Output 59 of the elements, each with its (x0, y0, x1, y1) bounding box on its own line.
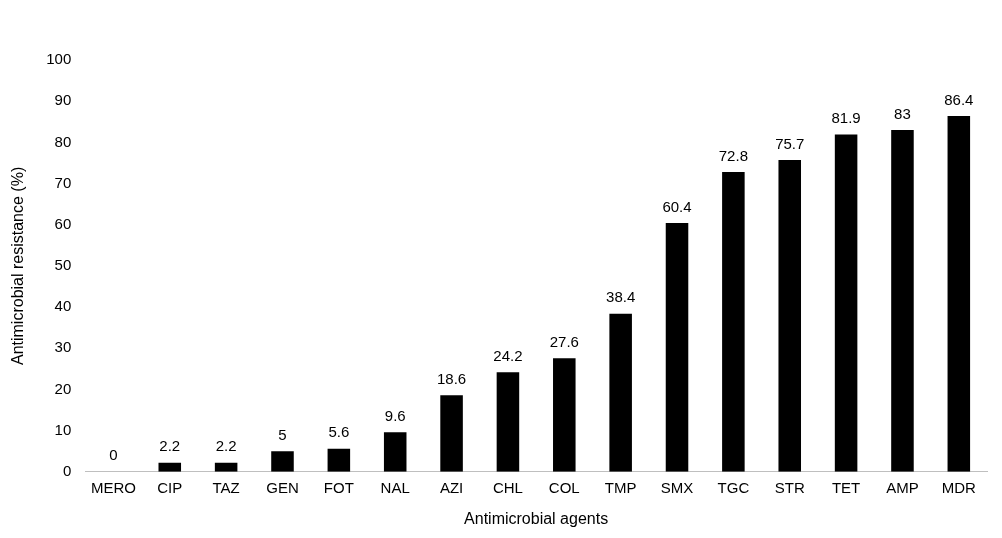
data-label: 27.6 (549, 332, 579, 350)
x-tick-label: NAL (380, 478, 410, 496)
bar (496, 372, 520, 472)
x-tick-label: COL (548, 478, 580, 496)
x-tick-label: FOT (323, 478, 354, 496)
x-axis-title: Antimicrobial agents (464, 509, 609, 527)
data-label: 2.2 (215, 437, 237, 455)
data-label: 81.9 (831, 109, 861, 127)
data-label: 86.4 (944, 90, 974, 108)
data-label: 83 (894, 104, 911, 122)
bar (891, 130, 914, 472)
x-tick-label: CHL (492, 478, 523, 496)
y-tick-label: 100 (46, 50, 72, 68)
bar (834, 134, 858, 472)
x-tick-label: SMX (660, 478, 694, 496)
bar (440, 395, 463, 472)
x-tick-label: TET (831, 478, 861, 496)
x-tick-label: GEN (266, 478, 299, 496)
x-tick-label: AZI (439, 478, 464, 496)
y-tick-label: 30 (54, 338, 72, 356)
y-tick-label: 0 (62, 461, 72, 479)
data-label: 24.2 (493, 346, 523, 364)
data-label: 0 (109, 446, 118, 464)
x-tick-label: MDR (941, 478, 977, 496)
bar (947, 116, 971, 472)
y-tick-label: 50 (54, 256, 72, 274)
x-tick-label: TGC (717, 478, 750, 496)
data-label: 75.7 (775, 134, 805, 152)
y-tick-label: 80 (54, 132, 72, 150)
bar (665, 223, 689, 472)
data-label: 18.6 (436, 369, 467, 387)
bar (778, 160, 802, 472)
data-label: 72.8 (718, 146, 748, 164)
x-tick-label: TAZ (212, 478, 240, 496)
data-label: 60.4 (662, 197, 692, 215)
x-tick-label: MERO (90, 478, 136, 496)
bar (553, 358, 576, 472)
bar (609, 313, 632, 472)
bar (158, 462, 182, 472)
y-axis-title: Antimicrobial resistance (%) (9, 166, 27, 366)
y-tick-label: 90 (54, 91, 72, 109)
data-label: 5 (278, 425, 287, 443)
bar (271, 451, 294, 472)
y-tick-label: 20 (54, 379, 72, 397)
y-tick-label: 70 (54, 173, 72, 191)
bar (722, 172, 745, 472)
bar (327, 448, 351, 472)
x-tick-label: STR (774, 478, 805, 496)
x-tick-label: AMP (886, 478, 919, 496)
bar (383, 432, 407, 472)
y-tick-label: 10 (54, 420, 72, 438)
y-tick-label: 60 (54, 214, 72, 232)
data-label: 9.6 (384, 406, 406, 424)
x-tick-label: CIP (157, 478, 183, 496)
data-label: 2.2 (159, 437, 181, 455)
x-tick-label: TMP (604, 478, 637, 496)
data-label: 38.4 (606, 288, 636, 306)
y-tick-label: 40 (54, 297, 72, 315)
data-label: 5.6 (328, 423, 350, 441)
